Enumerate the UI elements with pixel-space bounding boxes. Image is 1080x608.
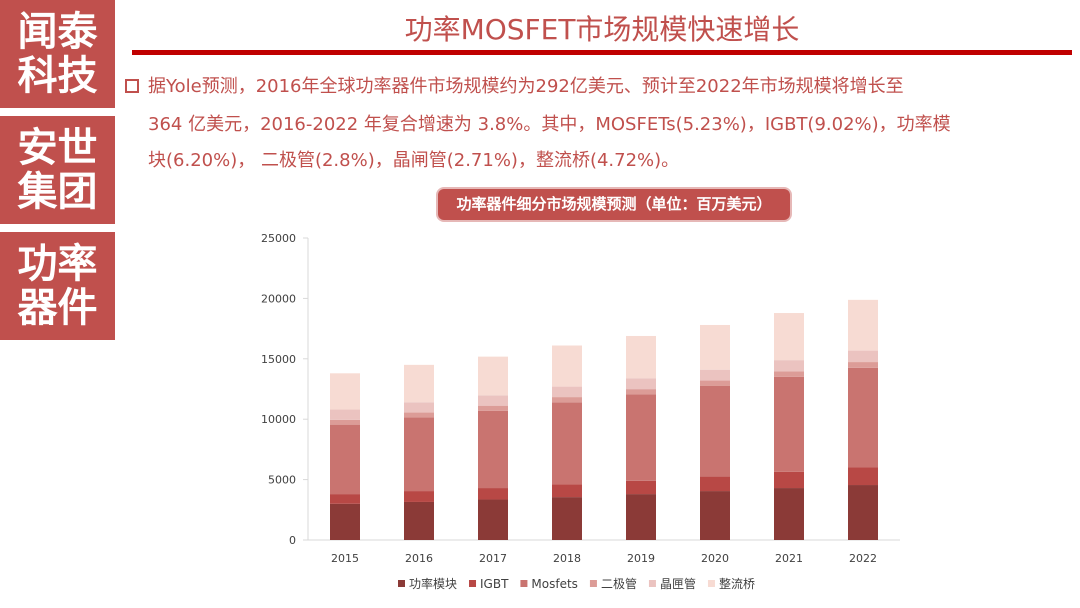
bar-segment	[626, 335, 656, 379]
bar-segment	[330, 419, 360, 425]
sidebar-text: 科技	[17, 53, 98, 99]
legend-label: 整流桥	[719, 576, 755, 591]
bar-segment	[774, 313, 804, 361]
bar-segment	[626, 389, 656, 395]
legend-swatch	[589, 580, 597, 587]
legend-label: 晶匣管	[660, 576, 696, 591]
bar-segment	[478, 488, 508, 500]
bar-segment	[552, 386, 582, 398]
y-tick-label: 5000	[268, 474, 296, 487]
body-text-line: 块(6.20%)， 二极管(2.8%)，晶闸管(2.71%)，整流桥(4.72%…	[148, 150, 680, 171]
bar-segment	[774, 376, 804, 472]
bar-segment	[478, 356, 508, 396]
x-tick-label: 2018	[553, 552, 581, 565]
bar-segment	[330, 494, 360, 504]
bar-segment	[404, 501, 434, 540]
x-tick-label: 2020	[701, 552, 729, 565]
y-tick-label: 20000	[261, 292, 296, 305]
legend-label: Mosfets	[531, 577, 578, 591]
bar-segment	[552, 497, 582, 540]
bar-segment	[404, 402, 434, 413]
y-tick-label: 0	[289, 534, 296, 547]
bar-segment	[478, 395, 508, 406]
bar-segment	[700, 324, 730, 370]
bar-segment	[478, 405, 508, 411]
legend-swatch	[469, 580, 477, 587]
bar-segment	[774, 360, 804, 372]
x-tick-label: 2016	[405, 552, 433, 565]
bar-segment	[330, 424, 360, 495]
bar-segment	[626, 378, 656, 390]
bar-segment	[404, 491, 434, 502]
bar-segment	[552, 397, 582, 403]
bar-segment	[848, 467, 878, 486]
sidebar-block-group: 安世 集团	[0, 116, 115, 224]
bar-segment	[848, 367, 878, 468]
bar-segment	[848, 350, 878, 363]
sidebar-text: 闻泰	[17, 9, 98, 55]
bar-segment	[478, 410, 508, 489]
bar-segment	[626, 494, 656, 540]
bar-segment	[774, 471, 804, 489]
bar-segment	[552, 402, 582, 485]
sidebar-text: 功率	[17, 241, 98, 287]
legend-swatch	[648, 580, 656, 587]
x-tick-label: 2015	[331, 552, 359, 565]
body-text-line: 364 亿美元，2016-2022 年复合增速为 3.8%。其中，MOSFETs…	[148, 114, 951, 135]
bar-segment	[552, 345, 582, 387]
bar-segment	[330, 503, 360, 540]
bar-segment	[626, 480, 656, 495]
chart-title: 功率器件细分市场规模预测（单位：百万美元）	[438, 189, 790, 220]
legend-swatch	[398, 580, 405, 587]
sidebar-text: 安世	[17, 125, 98, 171]
x-tick-label: 2021	[775, 552, 803, 565]
x-tick-label: 2022	[849, 552, 877, 565]
bar-segment	[552, 484, 582, 498]
bar-segment	[774, 371, 804, 377]
sidebar-block-company: 闻泰 科技	[0, 0, 115, 108]
bar-segment	[626, 394, 656, 481]
bar-segment	[700, 491, 730, 540]
bar-segment	[848, 299, 878, 351]
bar-segment	[700, 476, 730, 492]
y-tick-label: 25000	[261, 232, 296, 245]
bar-segment	[330, 409, 360, 420]
sidebar-text: 器件	[17, 285, 98, 331]
bar-segment	[330, 373, 360, 410]
bar-segment	[404, 364, 434, 403]
sidebar-text: 集团	[17, 169, 98, 215]
legend-swatch	[520, 580, 528, 587]
x-tick-label: 2017	[479, 552, 507, 565]
y-tick-label: 10000	[261, 413, 296, 426]
legend-label: 二极管	[601, 576, 637, 591]
bar-segment	[404, 417, 434, 492]
bullet-square-icon	[125, 79, 139, 93]
legend-label: 功率模块	[409, 576, 457, 591]
bar-segment	[848, 485, 878, 540]
bar-segment	[700, 380, 730, 386]
legend-label: IGBT	[480, 577, 509, 591]
stacked-bar-chart: 0 5000 10000 15000 20000 25000 2015 2016 2017 201…	[261, 232, 900, 591]
sidebar-block-topic: 功率 器件	[0, 232, 115, 340]
y-tick-label: 15000	[261, 353, 296, 366]
legend-swatch	[707, 580, 715, 587]
title-divider	[132, 50, 1072, 55]
bar-segment	[774, 488, 804, 540]
x-tick-label: 2019	[627, 552, 655, 565]
bar-segment	[700, 369, 730, 381]
bar-segment	[848, 362, 878, 368]
body-text-line: 据Yole预测，2016年全球功率器件市场规模约为292亿美元、预计至2022年…	[148, 76, 904, 97]
bar-segment	[404, 412, 434, 418]
page-title: 功率MOSFET市场规模快速增长	[404, 13, 800, 46]
bar-segment	[478, 499, 508, 540]
bar-segment	[700, 385, 730, 477]
